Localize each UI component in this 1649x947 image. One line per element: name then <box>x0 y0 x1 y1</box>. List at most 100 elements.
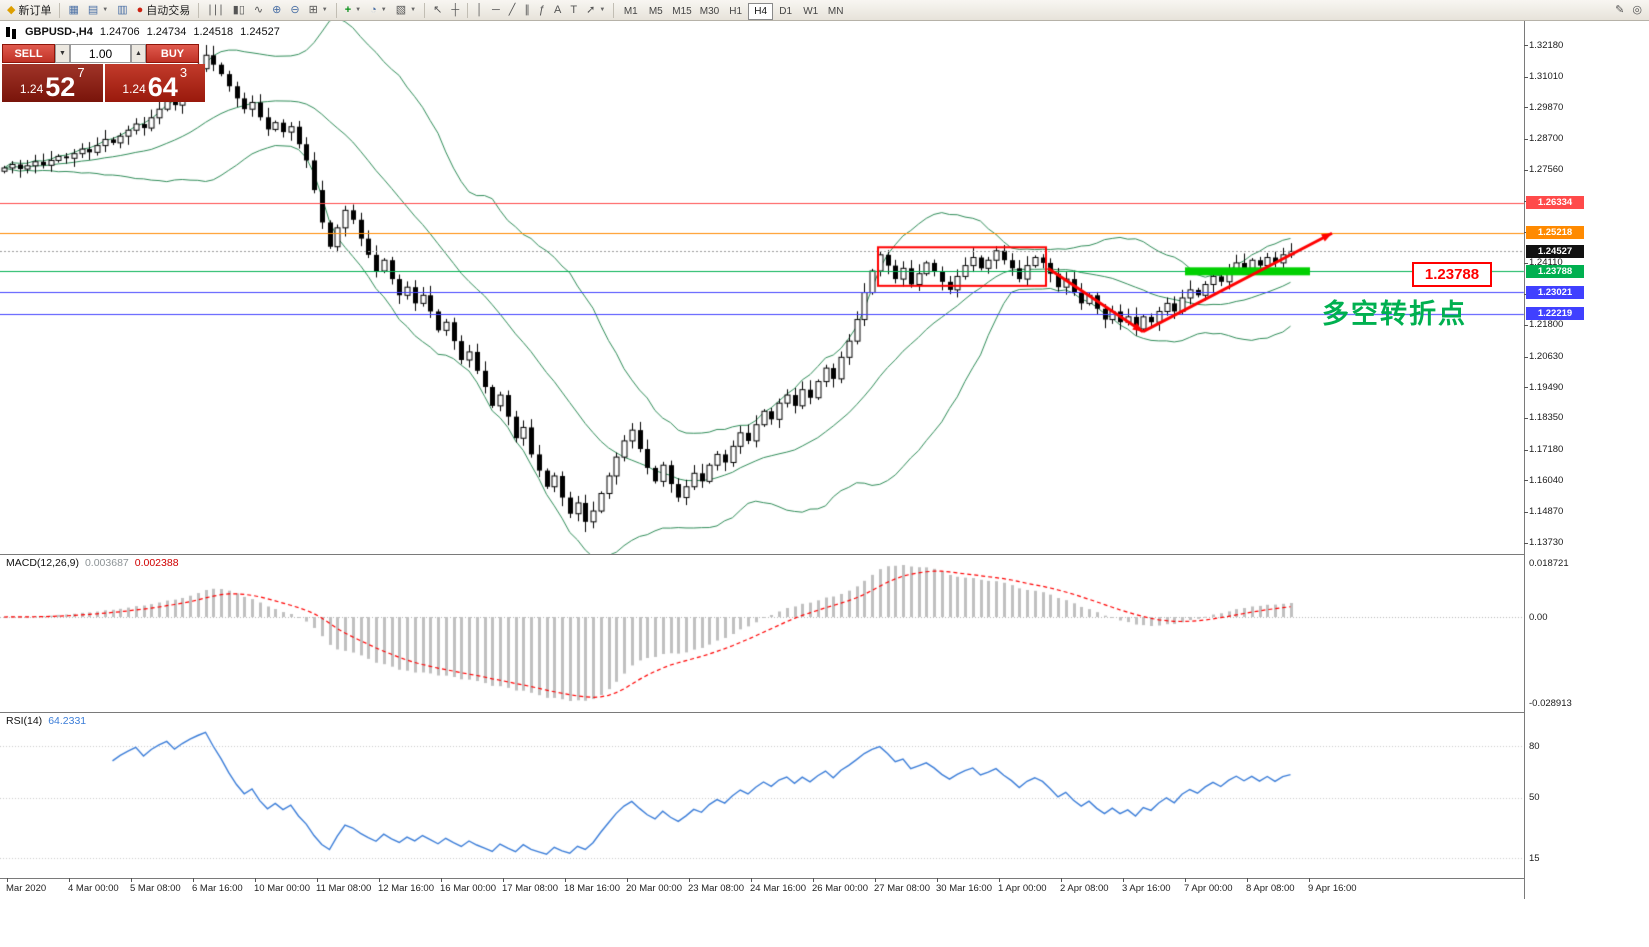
text-icon: A <box>554 3 562 16</box>
volume-input[interactable] <box>70 44 131 63</box>
search-button[interactable]: ◎ <box>1628 1 1646 19</box>
panel-separator[interactable] <box>0 554 1524 555</box>
arrows-button[interactable]: ➚ ▼ <box>582 1 609 19</box>
sell-button[interactable]: SELL <box>2 44 55 63</box>
vertical-line-icon: │ <box>476 3 483 16</box>
price-axis-tick <box>1524 387 1528 388</box>
timeframe-button-m1[interactable]: M1 <box>618 3 643 20</box>
time-axis-label: 4 Mar 00:00 <box>68 883 119 894</box>
timeframe-button-h4[interactable]: H4 <box>748 2 774 20</box>
indicators-button[interactable]: + ▼ <box>341 1 365 19</box>
open-value: 1.24706 <box>99 26 140 38</box>
arrows-icon: ➚ <box>586 3 596 16</box>
periods-button[interactable]: ◔ ▼ <box>366 1 391 19</box>
price-axis-tick <box>1524 450 1528 451</box>
edit-button[interactable]: ✎ <box>1611 1 1628 19</box>
price-axis-label: 1.16040 <box>1529 474 1564 486</box>
dropdown-icon: ▼ <box>321 7 328 13</box>
autotrading-button[interactable]: ● 自动交易 <box>133 1 195 19</box>
horizontal-line-button[interactable]: ─ <box>488 1 504 19</box>
price-level-tag[interactable]: 1.22219 <box>1526 307 1584 321</box>
profiles-button[interactable]: ▤ ▼ <box>84 1 112 19</box>
new-order-button[interactable]: ◆ 新订单 <box>3 1 55 19</box>
text-label-icon: T <box>570 3 578 16</box>
time-axis-label: 24 Mar 16:00 <box>750 883 806 894</box>
one-click-trading-panel: SELL ▼ ▲ BUY 1.24 52 7 1.24 64 3 <box>2 44 205 102</box>
channel-icon: ∥ <box>524 3 530 16</box>
price-level-tag[interactable]: 1.25218 <box>1526 226 1584 240</box>
price-axis-tick <box>1524 263 1528 264</box>
buy-price-button[interactable]: 1.24 64 3 <box>104 64 205 102</box>
volume-increase-button[interactable]: ▲ <box>131 44 146 63</box>
rsi-axis-label: 80 <box>1529 740 1540 752</box>
price-axis-tick <box>1524 45 1528 46</box>
time-axis-tick <box>813 878 814 882</box>
price-level-tag[interactable]: 1.23021 <box>1526 285 1584 299</box>
timeframe-button-w1[interactable]: W1 <box>798 3 823 20</box>
dropdown-icon: ▼ <box>599 7 606 13</box>
tile-windows-button[interactable]: ⊞ ▼ <box>305 1 332 19</box>
fibonacci-button[interactable]: ƒ <box>535 1 549 19</box>
timeframe-button-d1[interactable]: D1 <box>773 3 798 20</box>
toolbar-separator <box>613 2 615 18</box>
toolbar-separator <box>198 2 200 18</box>
time-axis-tick <box>937 878 938 882</box>
zoom-in-button[interactable]: ⊕ <box>268 1 285 19</box>
zoom-out-button[interactable]: ⊖ <box>286 1 303 19</box>
price-axis-label: 1.14870 <box>1529 506 1564 518</box>
text-label-button[interactable]: T <box>566 1 581 19</box>
text-button[interactable]: A <box>550 1 565 19</box>
toolbar-separator <box>424 2 426 18</box>
price-level-tag[interactable]: 1.26334 <box>1526 196 1584 210</box>
macd-axis-label: 0.00 <box>1529 611 1548 623</box>
time-axis-label: 2 Apr 08:00 <box>1060 883 1109 894</box>
buy-price-pipette: 3 <box>179 65 188 80</box>
trendline-button[interactable]: ╱ <box>505 1 520 19</box>
channel-button[interactable]: ∥ <box>520 1 534 19</box>
vertical-line-button[interactable]: │ <box>472 1 487 19</box>
buy-button[interactable]: BUY <box>146 44 199 63</box>
timeframe-button-m30[interactable]: M30 <box>696 3 723 20</box>
rsi-name: RSI(14) <box>6 715 43 727</box>
turning-point-annotation[interactable]: 多空转折点 <box>1322 299 1467 329</box>
autotrading-icon: ● <box>136 3 144 16</box>
candlestick-icon <box>6 27 10 37</box>
price-callout-label[interactable]: 1.23788 <box>1412 262 1492 287</box>
timeframe-button-m15[interactable]: M15 <box>668 3 695 20</box>
time-axis-tick <box>1247 878 1248 882</box>
bar-chart-button[interactable]: ∣∣∣ <box>203 1 228 19</box>
cursor-button[interactable]: ↖ <box>429 1 446 19</box>
candlestick-chart-button[interactable]: ▮▯ <box>229 1 249 19</box>
timeframe-button-h1[interactable]: H1 <box>723 3 748 20</box>
high-value: 1.24734 <box>146 26 187 38</box>
price-axis-tick <box>1524 139 1528 140</box>
timeframe-button-m5[interactable]: M5 <box>643 3 668 20</box>
rsi-indicator-label: RSI(14) 64.2331 <box>6 715 86 727</box>
dropdown-icon: ▼ <box>102 7 109 13</box>
market-watch-button[interactable]: ▥ <box>113 1 131 19</box>
sell-price-button[interactable]: 1.24 52 7 <box>2 64 103 102</box>
price-axis-border <box>1524 21 1525 899</box>
templates-button[interactable]: ▧ ▼ <box>392 1 420 19</box>
charts-button[interactable]: ▦ <box>64 1 82 19</box>
panel-separator[interactable] <box>0 712 1524 713</box>
price-axis-tick <box>1524 357 1528 358</box>
timeframe-button-mn[interactable]: MN <box>823 3 848 20</box>
price-axis-tick <box>1524 325 1528 326</box>
volume-decrease-button[interactable]: ▼ <box>55 44 70 63</box>
sell-price-big: 52 <box>45 72 76 103</box>
macd-value: 0.003687 <box>84 557 129 569</box>
price-axis-tick <box>1524 512 1528 513</box>
crosshair-button[interactable]: ┼ <box>447 1 463 19</box>
time-axis-tick <box>999 878 1000 882</box>
price-level-tag[interactable]: 1.23788 <box>1526 264 1584 278</box>
time-axis-label: Mar 2020 <box>6 883 47 894</box>
autotrading-label: 自动交易 <box>146 5 191 17</box>
line-chart-button[interactable]: ∿ <box>250 1 267 19</box>
time-axis-tick <box>7 878 8 882</box>
templates-icon: ▧ <box>395 3 407 16</box>
time-axis-tick <box>1309 878 1310 882</box>
toolbar-separator <box>59 2 61 18</box>
time-axis-tick <box>503 878 504 882</box>
